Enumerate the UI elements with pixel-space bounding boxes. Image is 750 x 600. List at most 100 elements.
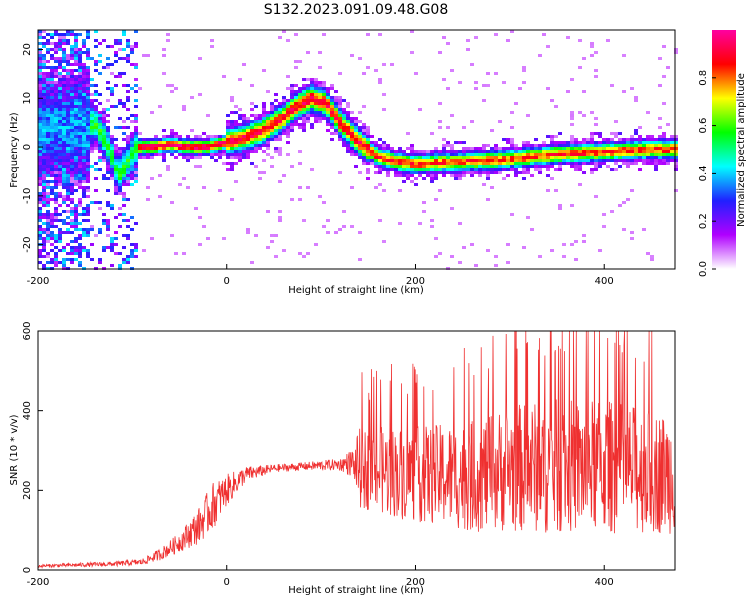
heatmap-cell <box>74 84 78 87</box>
heatmap-cell <box>650 147 654 150</box>
heatmap-cell <box>54 111 58 114</box>
heatmap-cell <box>86 249 90 252</box>
heatmap-cell <box>610 150 614 153</box>
heatmap-cell <box>90 138 94 141</box>
heatmap-cell <box>662 156 666 159</box>
heatmap-cell <box>382 153 386 156</box>
heatmap-cell <box>270 132 274 135</box>
heatmap-cell <box>114 84 118 87</box>
heatmap-cell <box>82 75 86 78</box>
heatmap-cell <box>638 168 642 171</box>
heatmap-cell <box>262 138 266 141</box>
heatmap-cell <box>346 144 350 147</box>
heatmap-cell <box>222 162 226 165</box>
heatmap-cell <box>54 141 58 144</box>
heatmap-cell <box>166 144 170 147</box>
heatmap-cell <box>510 213 514 216</box>
heatmap-cell <box>674 135 678 138</box>
heatmap-cell <box>322 111 326 114</box>
heatmap-cell <box>58 99 62 102</box>
heatmap-cell <box>478 147 482 150</box>
heatmap-cell <box>134 246 138 249</box>
heatmap-cell <box>42 30 46 33</box>
heatmap-cell <box>274 111 278 114</box>
heatmap-cell <box>274 129 278 132</box>
heatmap-cell <box>354 126 358 129</box>
heatmap-cell <box>86 159 90 162</box>
heatmap-cell <box>166 150 170 153</box>
heatmap-cell <box>374 141 378 144</box>
heatmap-cell <box>46 252 50 255</box>
heatmap-cell <box>590 171 594 174</box>
heatmap-cell <box>42 168 46 171</box>
heatmap-cell <box>478 165 482 168</box>
heatmap-cell <box>626 141 630 144</box>
heatmap-cell <box>66 102 70 105</box>
heatmap-cell <box>42 231 46 234</box>
heatmap-cell <box>94 177 98 180</box>
heatmap-cell <box>98 129 102 132</box>
heatmap-cell <box>558 165 562 168</box>
heatmap-cell <box>146 141 150 144</box>
heatmap-cell <box>74 141 78 144</box>
heatmap-cell <box>70 192 74 195</box>
heatmap-cell <box>50 231 54 234</box>
heatmap-cell <box>78 246 82 249</box>
heatmap-cell <box>226 126 230 129</box>
heatmap-cell <box>334 120 338 123</box>
heatmap-cell <box>298 90 302 93</box>
heatmap-cell <box>402 174 406 177</box>
heatmap-cell <box>330 126 334 129</box>
heatmap-cell <box>82 213 86 216</box>
heatmap-cell <box>170 153 174 156</box>
heatmap-cell <box>582 159 586 162</box>
heatmap-cell <box>38 210 42 213</box>
heatmap-cell <box>86 132 90 135</box>
heatmap-cell <box>638 141 642 144</box>
heatmap-cell <box>86 72 90 75</box>
heatmap-cell <box>82 120 86 123</box>
heatmap-cell <box>234 162 238 165</box>
heatmap-cell <box>374 69 378 72</box>
heatmap-cell <box>346 102 350 105</box>
heatmap-cell <box>590 159 594 162</box>
heatmap-cell <box>658 117 662 120</box>
heatmap-cell <box>618 147 622 150</box>
heatmap-cell <box>58 45 62 48</box>
heatmap-cell <box>102 219 106 222</box>
heatmap-cell <box>514 153 518 156</box>
heatmap-cell <box>354 153 358 156</box>
heatmap-cell <box>542 147 546 150</box>
heatmap-cell <box>586 150 590 153</box>
heatmap-cell <box>470 174 474 177</box>
heatmap-cell <box>134 144 138 147</box>
heatmap-cell <box>94 201 98 204</box>
heatmap-cell <box>62 159 66 162</box>
heatmap-cell <box>222 150 226 153</box>
heatmap-cell <box>98 147 102 150</box>
heatmap-cell <box>70 177 74 180</box>
heatmap-cell <box>82 162 86 165</box>
heatmap-cell <box>546 135 550 138</box>
heatmap-cell <box>174 156 178 159</box>
heatmap-cell <box>122 165 126 168</box>
heatmap-cell <box>482 150 486 153</box>
heatmap-cell <box>114 156 118 159</box>
heatmap-cell <box>654 147 658 150</box>
heatmap-cell <box>106 168 110 171</box>
heatmap-cell <box>258 135 262 138</box>
heatmap-cell <box>530 156 534 159</box>
heatmap-cell <box>50 129 54 132</box>
heatmap-cell <box>74 183 78 186</box>
heatmap-cell <box>50 123 54 126</box>
heatmap-cell <box>410 174 414 177</box>
heatmap-cell <box>54 114 58 117</box>
heatmap-cell <box>86 195 90 198</box>
heatmap-cell <box>426 171 430 174</box>
snr-x-tick-label: 0 <box>224 577 230 588</box>
heatmap-cell <box>430 177 434 180</box>
heatmap-cell <box>78 228 82 231</box>
heatmap-cell <box>462 126 466 129</box>
heatmap-cell <box>582 156 586 159</box>
